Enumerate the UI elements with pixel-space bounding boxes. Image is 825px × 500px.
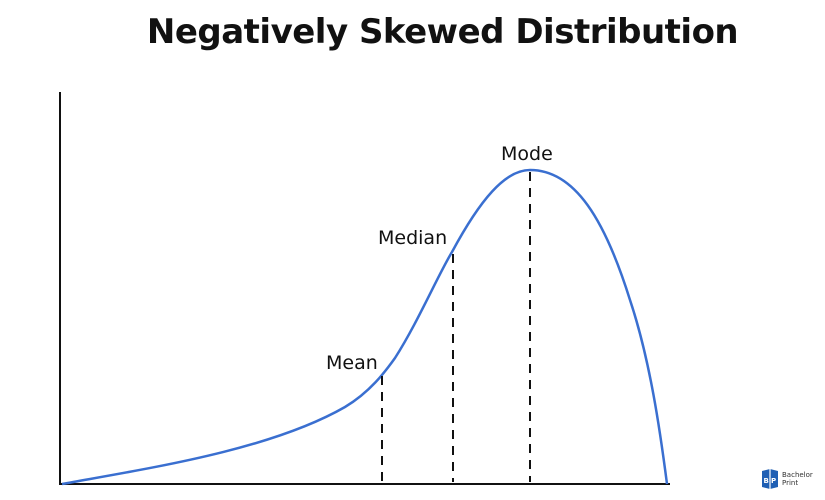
bachelorprint-logo: B P Bachelor Print	[760, 468, 820, 492]
svg-text:P: P	[771, 477, 776, 485]
mean-label: Mean	[326, 352, 378, 374]
svg-text:B: B	[764, 477, 769, 485]
median-label: Median	[378, 227, 447, 249]
chart-title: Negatively Skewed Distribution	[146, 12, 739, 52]
distribution-curve	[61, 168, 669, 486]
logo-line-2: Print	[782, 479, 799, 487]
mode-label: Mode	[501, 143, 553, 165]
book-icon: B P	[762, 469, 778, 489]
logo-line-1: Bachelor	[782, 471, 813, 479]
